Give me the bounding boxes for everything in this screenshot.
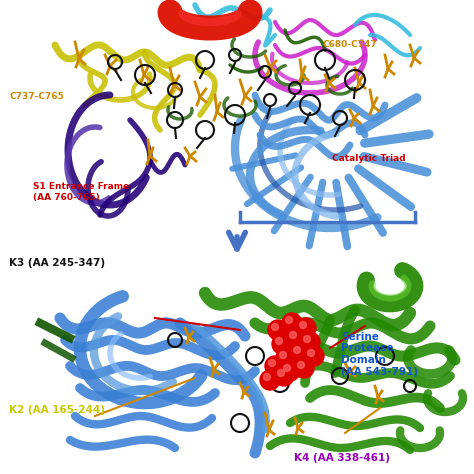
Circle shape xyxy=(308,349,315,356)
Circle shape xyxy=(294,358,314,378)
Circle shape xyxy=(300,321,307,328)
Circle shape xyxy=(272,323,279,330)
Circle shape xyxy=(282,313,302,333)
Circle shape xyxy=(283,365,291,372)
Circle shape xyxy=(274,366,294,386)
Text: K2 (AA 165-244): K2 (AA 165-244) xyxy=(9,405,106,415)
Text: Serine
Protease
Domain
(AA 543-791): Serine Protease Domain (AA 543-791) xyxy=(341,332,418,377)
Circle shape xyxy=(286,328,306,348)
Circle shape xyxy=(290,331,297,338)
Circle shape xyxy=(265,356,285,376)
Circle shape xyxy=(303,336,310,343)
Circle shape xyxy=(293,346,301,354)
Circle shape xyxy=(285,317,292,323)
Circle shape xyxy=(304,346,324,366)
Text: K3 (AA 245-347): K3 (AA 245-347) xyxy=(9,258,106,268)
Circle shape xyxy=(275,337,283,345)
Circle shape xyxy=(280,352,286,358)
Circle shape xyxy=(268,320,288,340)
Text: C737-C765: C737-C765 xyxy=(9,92,64,101)
Circle shape xyxy=(298,362,304,368)
Circle shape xyxy=(260,370,280,390)
Circle shape xyxy=(280,361,300,381)
Text: Catalytic Triad: Catalytic Triad xyxy=(332,154,405,163)
Circle shape xyxy=(264,374,271,381)
Circle shape xyxy=(296,318,316,338)
Circle shape xyxy=(268,359,275,366)
Circle shape xyxy=(277,370,284,376)
Circle shape xyxy=(290,343,310,363)
Circle shape xyxy=(272,334,292,354)
Circle shape xyxy=(300,332,320,352)
Circle shape xyxy=(276,348,296,368)
Text: S1 Entrance Frame
(AA 760-765): S1 Entrance Frame (AA 760-765) xyxy=(33,182,129,202)
Text: K4 (AA 338-461): K4 (AA 338-461) xyxy=(294,453,390,463)
Text: C680-C747: C680-C747 xyxy=(322,40,377,49)
